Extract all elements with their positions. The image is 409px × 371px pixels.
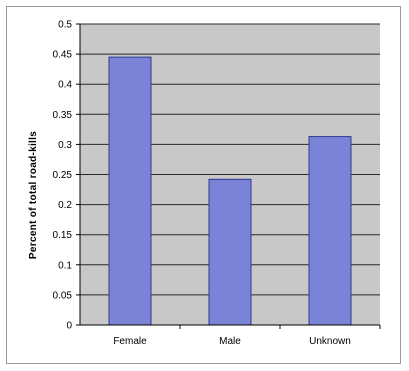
- y-tick-label: 0.1: [58, 260, 72, 271]
- y-tick-labels: 0 0.05 0.1 0.15 0.2 0.25 0.3 0.35 0.4 0.45 0.5: [53, 20, 80, 332]
- bar-unknown: [308, 136, 352, 326]
- y-tick-label: 0.3: [58, 140, 72, 151]
- x-tick-label: Unknown: [309, 336, 351, 347]
- y-tick-label: 0.05: [53, 290, 73, 301]
- bars: [108, 56, 352, 326]
- x-tick-label: Female: [113, 336, 147, 347]
- x-tick-label: Male: [219, 336, 241, 347]
- y-tick-label: 0: [66, 321, 72, 332]
- bar-female: [108, 56, 152, 326]
- bar-male: [208, 178, 252, 326]
- x-tick-labels: Female Male Unknown: [113, 325, 381, 347]
- y-axis-label: Percent of total road-kills: [28, 131, 39, 259]
- y-tick-label: 0.4: [58, 80, 72, 91]
- y-tick-label: 0.35: [53, 110, 73, 121]
- y-tick-label: 0.2: [58, 200, 72, 211]
- y-tick-label: 0.15: [53, 230, 73, 241]
- y-tick-label: 0.25: [53, 170, 73, 181]
- y-tick-label: 0.45: [53, 50, 73, 61]
- y-tick-label: 0.5: [58, 20, 72, 31]
